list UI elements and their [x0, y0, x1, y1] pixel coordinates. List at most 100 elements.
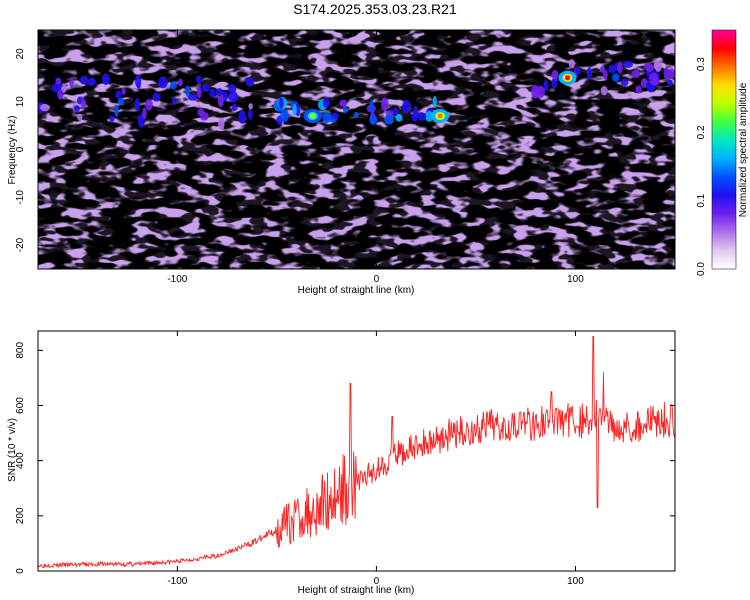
heatmap-blob: [667, 68, 675, 80]
heatmap-blob: [76, 113, 83, 121]
heatmap-blob: [145, 98, 153, 111]
heatmap-blob: [55, 77, 62, 85]
heatmap-blob: [411, 111, 418, 123]
heatmap-blob: [353, 111, 359, 119]
heatmap-blob: [228, 91, 239, 103]
heatmap-blob: [152, 92, 161, 102]
heatmap-blob: [575, 66, 581, 76]
heatmap-hotspot-core: [565, 75, 571, 81]
snr-y-ticks: 0 200 400 600 800: [15, 342, 675, 574]
heatmap-blob: [384, 114, 394, 125]
heatmap-blob: [391, 107, 399, 116]
heatmap-area: [38, 30, 675, 269]
heatmap-x-ticks: -100 0 100: [167, 30, 584, 285]
heatmap-blob: [331, 112, 340, 119]
heatmap-blob: [187, 94, 198, 101]
heatmap-blob: [134, 74, 142, 88]
colorbar-tick-label: 0.3: [696, 57, 707, 71]
heatmap-blob: [142, 107, 147, 120]
heatmap-blob: [280, 109, 289, 122]
snr-series-line: [38, 336, 675, 569]
heatmap-blob: [117, 97, 125, 106]
heatmap-blob: [551, 77, 558, 89]
colorbar-tick-label: 0.0: [696, 262, 707, 276]
y-tick-label: 0: [15, 146, 26, 152]
heatmap-blob: [322, 111, 331, 124]
heatmap-blob: [586, 67, 593, 80]
heatmap-blob: [424, 110, 434, 122]
colorbar-tick-label: 0.2: [696, 125, 707, 139]
y-tick-label: 20: [15, 48, 26, 60]
heatmap-blob: [645, 63, 654, 72]
snr-panel: -100 0 100 0 200 400 600 800 Height of straigh…: [7, 330, 676, 596]
heatmap-blob: [617, 61, 623, 74]
heatmap-blob: [80, 75, 89, 85]
heatmap-blob: [57, 89, 64, 100]
y-tick-label: -10: [15, 190, 26, 205]
heatmap-blob: [209, 88, 216, 98]
heatmap-blob: [172, 97, 177, 106]
heatmap-blob: [667, 79, 673, 87]
heatmap-blob: [568, 59, 575, 69]
heatmap-blob: [80, 98, 87, 109]
colorbar-ticks: 0.0 0.1 0.2 0.3: [696, 57, 707, 276]
heatmap-blob: [608, 64, 617, 74]
chart-title: S174.2025.353.03.23.R21: [293, 1, 457, 17]
heatmap-blob: [69, 77, 74, 88]
heatmap-blob: [169, 81, 178, 90]
heatmap-x-label: Height of straight line (km): [298, 285, 415, 296]
heatmap-blob: [157, 76, 168, 89]
heatmap-blob: [87, 77, 97, 87]
heatmap-blob: [654, 60, 662, 72]
heatmap-blob: [623, 60, 633, 68]
y-tick-label: 800: [15, 342, 26, 359]
heatmap-blob: [551, 69, 559, 80]
heatmap-blob: [395, 114, 403, 122]
y-tick-label: 0: [15, 568, 26, 574]
heatmap-blob: [339, 99, 348, 107]
heatmap-blob: [134, 98, 141, 111]
colorbar-gradient: [711, 29, 737, 270]
heatmap-blob: [432, 95, 437, 108]
heatmap-blob: [402, 99, 411, 114]
heatmap-blob: [603, 69, 608, 80]
colorbar-label: Normalized spectral amplitude: [738, 82, 749, 217]
heatmap-hotspot-core: [437, 113, 443, 119]
heatmap-blob: [620, 78, 629, 87]
heatmap-blob: [101, 73, 110, 85]
heatmap-blob: [177, 78, 183, 87]
heatmap-blob: [417, 112, 427, 121]
heatmap-y-ticks: -20 -10 0 10 20: [15, 48, 675, 252]
heatmap-y-label: Frequency (Hz): [7, 116, 18, 185]
heatmap-blob: [543, 79, 549, 92]
heatmap-blob: [640, 78, 649, 89]
heatmap-blob: [322, 98, 331, 108]
heatmap-blob: [217, 94, 224, 108]
x-tick-label: 0: [374, 576, 380, 587]
heatmap-blob: [635, 85, 642, 94]
x-tick-label: 100: [567, 576, 584, 587]
heatmap-blob: [278, 97, 284, 109]
heatmap-blob: [600, 86, 608, 96]
y-tick-label: -20: [15, 237, 26, 252]
x-tick-label: -100: [167, 576, 187, 587]
heatmap-blob: [201, 83, 210, 93]
y-tick-label: 200: [15, 507, 26, 524]
heatmap-blob: [245, 77, 255, 87]
y-tick-label: 600: [15, 397, 26, 414]
heatmap-blob: [40, 103, 50, 112]
heatmap-blob: [108, 115, 115, 122]
colorbar: 0.0 0.1 0.2 0.3 Normalized spectral amplitu…: [696, 29, 749, 276]
colorbar-tick-label: 0.1: [696, 193, 707, 207]
heatmap-blob: [631, 69, 641, 79]
heatmap-blob: [343, 105, 348, 114]
heatmap-blob: [248, 103, 253, 110]
heatmap-blob: [218, 117, 225, 131]
y-tick-label: 400: [15, 452, 26, 469]
heatmap-blob: [248, 109, 253, 120]
heatmap-blob: [215, 88, 224, 96]
x-tick-label: -100: [167, 274, 187, 285]
snr-x-label: Height of straight line (km): [298, 585, 415, 596]
snr-frame: [37, 330, 676, 572]
